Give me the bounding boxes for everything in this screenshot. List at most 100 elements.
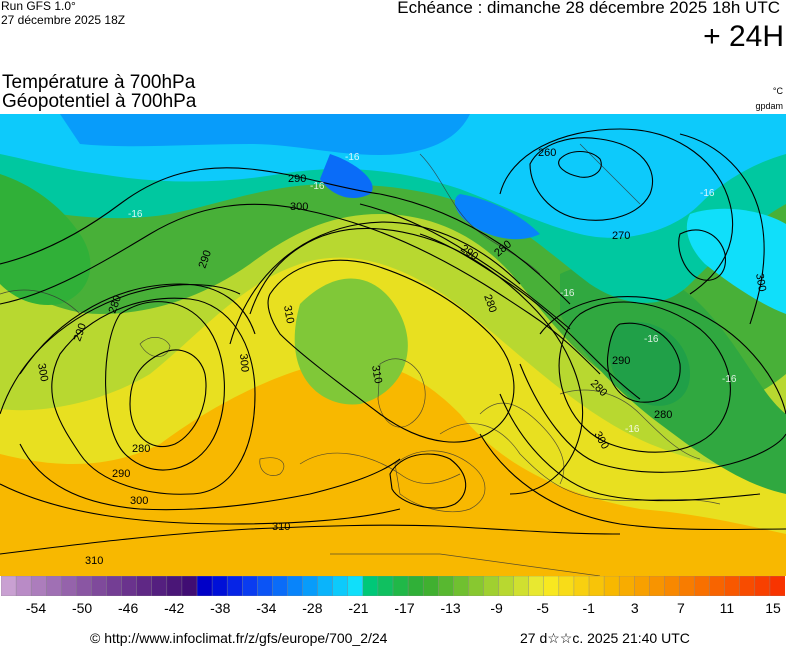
colorbar-swatch: [483, 576, 500, 596]
colorbar-tick-label: -54: [25, 600, 47, 616]
colorbar-swatch: [136, 576, 153, 596]
colorbar-swatch: [664, 576, 681, 596]
colorbar-swatch: [242, 576, 258, 596]
colorbar-swatch: [528, 576, 545, 596]
colorbar-tick-label: -28: [302, 600, 323, 616]
colorbar-tick-label: -42: [164, 600, 185, 616]
colorbar-tick-label: -1: [582, 600, 595, 616]
contour-label: 300: [753, 272, 768, 292]
isotherm-label: -16: [700, 188, 715, 199]
contour-label: 310: [369, 364, 384, 384]
colorbar-tick-label: -38: [210, 600, 231, 616]
colorbar-swatch: [422, 576, 439, 596]
colorbar-swatch: [287, 576, 304, 596]
contour-label: 280: [107, 294, 125, 315]
colorbar-swatch: [573, 576, 590, 596]
temperature-field: [0, 114, 786, 576]
isotherm-label: -16: [625, 424, 640, 435]
run-date: 27 décembre 2025 18Z: [1, 13, 126, 27]
colorbar-swatch: [317, 576, 334, 596]
colorbar-swatch: [468, 576, 485, 596]
unit-geopotential: gpdam: [755, 101, 783, 111]
isotherm-label: -16: [560, 288, 575, 299]
contour-label: 280: [132, 443, 150, 455]
contour-label: 310: [272, 521, 290, 533]
colorbar-swatch: [649, 576, 665, 596]
colorbar-swatch: [30, 576, 47, 596]
isotherm-label: -16: [722, 374, 737, 385]
colorbar-swatch: [1, 576, 17, 596]
colorbar-swatch: [257, 576, 273, 596]
colorbar-swatch: [15, 576, 32, 596]
colorbar-swatch: [302, 576, 319, 596]
contour-label: 300: [130, 495, 148, 507]
colorbar-swatch: [392, 576, 409, 596]
contour-label: 260: [538, 147, 556, 159]
temperature-labels: -16 -16 -16 -16 -16 -16 -16 -16: [128, 152, 737, 435]
contour-label: 310: [85, 555, 103, 567]
forecast-lead-time: + 24H: [703, 20, 784, 53]
colorbar-swatch: [151, 576, 168, 596]
colorbar-tick-label: -34: [256, 600, 277, 616]
contour-label: 300: [35, 362, 50, 382]
colorbar-swatch: [121, 576, 138, 596]
colorbar-tick-label: -21: [348, 600, 369, 616]
colorbar-swatch: [226, 576, 243, 596]
contour-label: 280: [481, 293, 499, 314]
temperature-colorbar: [1, 576, 785, 596]
map-title-geopotential: Géopotentiel à 700hPa: [2, 91, 197, 112]
colorbar-swatch: [377, 576, 394, 596]
colorbar-swatch: [347, 576, 364, 596]
colorbar-tick-label: -5: [536, 600, 549, 616]
colorbar-swatch: [196, 576, 213, 596]
contour-label: 290: [72, 322, 90, 343]
contour-label: 290: [112, 468, 130, 480]
contour-label: 270: [612, 230, 630, 242]
colorbar-swatch: [709, 576, 726, 596]
colorbar-swatch: [618, 576, 635, 596]
run-label: Run GFS 1.0°: [1, 0, 76, 13]
isotherm-label: -16: [128, 209, 143, 220]
map-title-temperature: Température à 700hPa: [2, 72, 196, 93]
colorbar-swatch: [407, 576, 424, 596]
isotherm-label: -16: [345, 152, 360, 163]
contour-label: 300: [237, 353, 251, 372]
colorbar-swatch: [61, 576, 77, 596]
colorbar-swatch: [272, 576, 289, 596]
colorbar-swatch: [498, 576, 515, 596]
colorbar-tick-label: -46: [118, 600, 139, 616]
weather-map: 290 300 290 310 300 280 290 280 290 300 …: [0, 114, 786, 576]
contour-label: 300: [290, 201, 308, 213]
contour-label: 290: [197, 249, 215, 270]
source-url[interactable]: © http://www.infoclimat.fr/z/gfs/europe/…: [90, 630, 388, 646]
forecast-valid-time: Echéance : dimanche 28 décembre 2025 18h…: [397, 0, 780, 17]
isotherm-label: -16: [310, 181, 325, 192]
colorbar-swatch: [362, 576, 379, 596]
coastlines: [0, 143, 721, 576]
colorbar-swatch: [694, 576, 711, 596]
colorbar-tick-label: -17: [394, 600, 415, 616]
contour-label: 290: [612, 355, 630, 367]
colorbar-swatch: [679, 576, 696, 596]
colorbar-swatch: [543, 576, 560, 596]
colorbar-swatch: [754, 576, 771, 596]
colorbar-swatch: [724, 576, 741, 596]
geopotential-contours: [0, 128, 786, 555]
colorbar-tick-label: -50: [71, 600, 93, 616]
colorbar-tick-label: 11: [719, 600, 735, 616]
colorbar-swatch: [91, 576, 108, 596]
contour-label: 310: [281, 304, 296, 324]
colorbar-swatch: [558, 576, 575, 596]
colorbar-tick-label: 15: [765, 600, 781, 616]
generation-timestamp: 27 d☆☆c. 2025 21:40 UTC: [520, 630, 690, 646]
contour-label: 290: [288, 173, 306, 185]
colorbar-tick-label: 3: [630, 600, 639, 616]
colorbar-swatch: [603, 576, 620, 596]
colorbar-swatch: [166, 576, 183, 596]
colorbar-swatch: [634, 576, 650, 596]
contour-label: 280: [654, 409, 672, 421]
colorbar-tick-label: -9: [490, 600, 503, 616]
colorbar-swatch: [438, 576, 454, 596]
colorbar-swatch: [513, 576, 530, 596]
colorbar-swatch: [46, 576, 62, 596]
